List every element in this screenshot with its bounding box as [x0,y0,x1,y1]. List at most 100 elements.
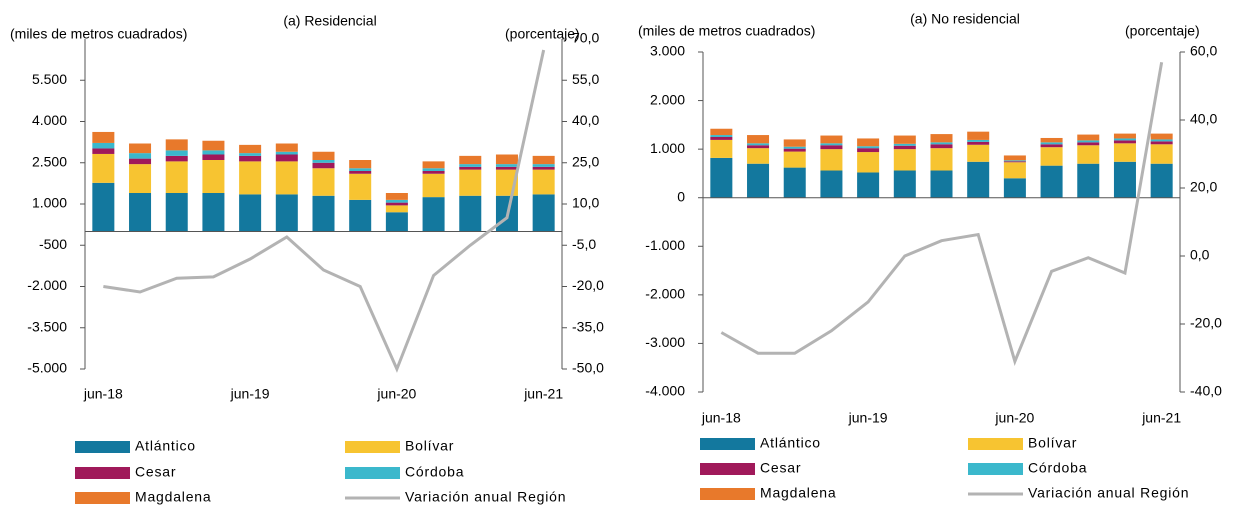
bar-segment [349,160,372,169]
bar-segment [930,144,953,149]
bar-segment [747,143,770,146]
y-tick-label: -2.000 [27,277,67,293]
bar-segment [92,153,115,183]
bar-segment [710,157,733,198]
legend-label: Córdoba [1028,460,1087,476]
y2-tick-label: 10,0 [572,195,599,211]
line-series [103,49,546,373]
y-tick-label: -4.000 [645,383,685,399]
bar-segment [92,182,115,232]
bar-segment [710,135,733,137]
bar-segment [1003,178,1026,198]
legend-label: Magdalena [760,485,836,501]
legend-label: Atlántico [760,435,821,451]
y2-tick-label: 60,0 [1190,43,1217,59]
bar-segment [385,202,408,206]
bar-segment [747,135,770,144]
bar-segment [710,139,733,158]
bar-segment [893,143,916,146]
y-tick-label: -5.000 [27,360,67,376]
bar-segment [857,152,880,173]
bar-segment [275,151,298,155]
bar-segment [820,170,843,198]
bar-segment [422,168,445,171]
y-tick-label: 1.000 [32,195,67,211]
bar-segment [202,193,225,232]
bar-segment [129,158,152,165]
bar-segment [783,167,806,198]
bar-segment [1113,133,1136,139]
chart-title: (a) Residencial [283,13,376,29]
bar-segment [495,154,518,165]
bar-segment [857,172,880,198]
bar-segment [1077,145,1100,164]
bar-segment [930,134,953,143]
bar-segment [1040,142,1063,145]
legend-label: Magdalena [135,489,211,505]
bar-segment [783,151,806,168]
y2-tick-label: 0,0 [1190,247,1210,263]
bar-segment [893,149,916,171]
bar-segment [1003,160,1026,162]
bar-segment [385,199,408,203]
bar-segment [893,135,916,144]
bar-segment [1003,155,1026,161]
bar-segment [239,194,262,232]
bar-segment [165,193,188,232]
y2-tick-label: 25,0 [572,153,599,169]
bar-segment [312,151,335,160]
x-tick-label: jun-18 [83,386,123,402]
bar-segment [1077,140,1100,143]
y2-tick-label: 70,0 [572,30,599,46]
bar-segment [1113,138,1136,141]
x-tick-label: jun-20 [994,410,1034,426]
y-tick-label: 4.000 [32,112,67,128]
bar-segment [1077,134,1100,141]
bar-segment [1040,144,1063,148]
bar-segment [1150,141,1173,145]
bar-segment [967,144,990,162]
legend-swatch [75,441,130,453]
bar-segment [422,197,445,232]
bar-segment [385,205,408,213]
bar-segment [783,139,806,147]
bar-segment [202,140,225,151]
legend-swatch [968,463,1023,475]
y2-tick-label: -35,0 [572,318,604,334]
bar-segment [820,135,843,144]
y-axis-label: (miles de metros cuadrados) [638,23,815,39]
bar-segment [857,138,880,147]
bar-segment [459,164,482,167]
legend-label: Atlántico [135,438,196,454]
y-tick-label: 0 [677,188,685,204]
bar-segment [1113,143,1136,162]
legend-swatch [345,467,400,479]
bar-segment [747,163,770,198]
bar-segment [459,155,482,165]
bar-segment [1150,144,1173,164]
bar-segment [312,162,335,169]
bar-segment [422,161,445,169]
y-tick-label: -500 [39,236,67,252]
legend-swatch [968,438,1023,450]
y2-tick-label: -5,0 [572,236,596,252]
bar-segment [967,161,990,198]
bar-segment [165,161,188,193]
x-tick-label: jun-19 [848,410,888,426]
bar-segment [495,166,518,170]
bar-segment [1077,142,1100,146]
y2-tick-label: 20,0 [1190,179,1217,195]
bar-segment [1150,139,1173,142]
legend-label: Cesar [135,464,176,480]
bar-segment [1150,133,1173,140]
bar-segment [1040,165,1063,198]
bar-segment [820,145,843,150]
y-tick-label: 1.000 [650,140,685,156]
legend-swatch [345,441,400,453]
x-tick-label: jun-21 [523,386,563,402]
y2-axis-label: (porcentaje) [1125,23,1200,39]
bar-segment [239,155,262,162]
bar-segment [1040,147,1063,166]
y-tick-label: 5.500 [32,71,67,87]
bar-segment [349,168,372,171]
